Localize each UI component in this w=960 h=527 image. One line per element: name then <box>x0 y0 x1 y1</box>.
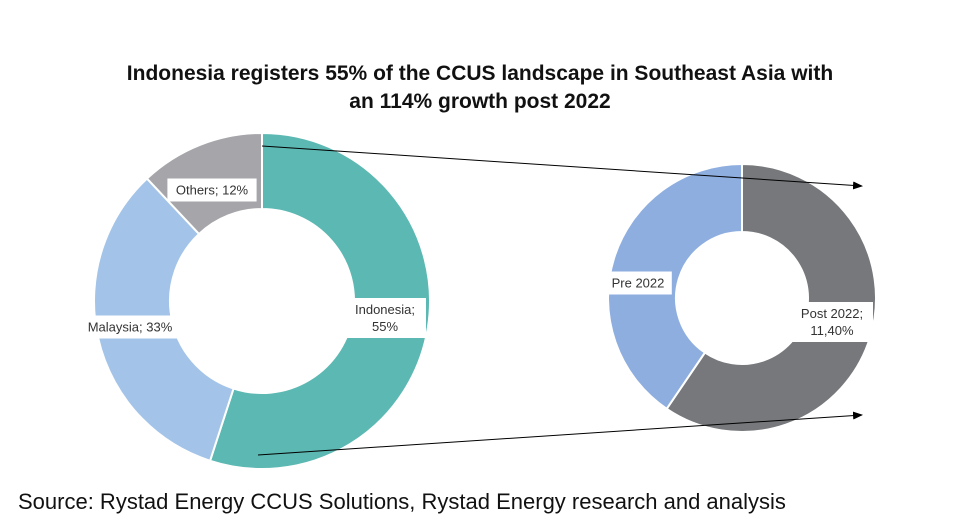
connector-arrow-top <box>261 145 863 190</box>
chart-title-line-1: Indonesia registers 55% of the CCUS land… <box>126 62 834 85</box>
slice-label-background <box>604 271 672 295</box>
slice-label-background <box>344 298 426 338</box>
slice-label-malaysia: Malaysia; 33% <box>88 320 173 335</box>
slice-label-background <box>791 302 873 342</box>
slice-label-background <box>78 315 182 339</box>
slice-label-indonesia: Indonesia; 55% <box>355 302 415 334</box>
slice-label-pre-2022: Pre 2022 <box>612 276 665 291</box>
slice-indonesia <box>208 131 431 470</box>
connector-arrow-bottom <box>257 411 863 456</box>
slice-label-background <box>167 178 257 202</box>
slice-label-others: Others; 12% <box>176 183 249 198</box>
chart-title: Indonesia registers 55% of the CCUS land… <box>0 60 960 116</box>
slice-post-2022 <box>665 162 877 433</box>
donut-main: Indonesia; 55% Malaysia; 33% Others; 12% <box>78 131 431 470</box>
slice-label-post-2022: Post 2022; 11,40% <box>801 306 863 338</box>
slice-pre-2022 <box>607 162 743 411</box>
chart-title-line-2: an 114% growth post 2022 <box>349 90 611 113</box>
donut-detail: Post 2022; 11,40% Pre 2022 <box>604 162 877 433</box>
source-note: Source: Rystad Energy CCUS Solutions, Ry… <box>18 489 786 514</box>
